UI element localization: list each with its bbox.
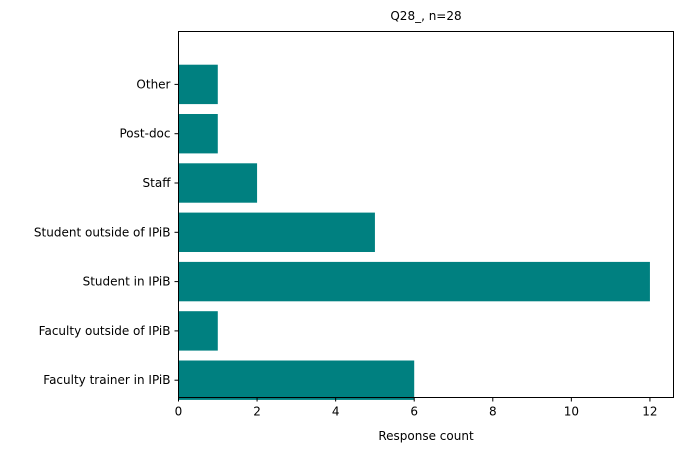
y-tick-label-0: Faculty trainer in IPiB (43, 373, 170, 387)
x-tick-label-3: 6 (410, 405, 418, 419)
bar-4 (178, 163, 258, 203)
bar-0 (178, 360, 415, 400)
x-tick-label-2: 4 (332, 405, 340, 419)
y-tick-label-6: Other (136, 77, 170, 91)
y-axis-ticks: Faculty trainer in IPiB Faculty outside o… (34, 77, 179, 387)
bar-1 (178, 311, 218, 351)
bars-group (178, 64, 650, 400)
x-tick-label-4: 8 (489, 405, 497, 419)
bar-3 (178, 212, 375, 252)
bar-5 (178, 114, 218, 154)
x-tick-label-6: 12 (642, 405, 657, 419)
plot-frame (178, 31, 674, 398)
y-tick-label-2: Student in IPiB (83, 275, 171, 289)
y-tick-label-4: Staff (143, 176, 172, 190)
y-tick-label-1: Faculty outside of IPiB (39, 324, 171, 338)
x-tick-label-1: 2 (253, 405, 261, 419)
x-axis-label: Response count (378, 429, 474, 443)
bar-6 (178, 64, 218, 105)
y-tick-label-5: Post-doc (120, 127, 171, 141)
x-tick-label-0: 0 (175, 405, 183, 419)
chart-title: Q28_, n=28 (390, 9, 461, 23)
y-tick-label-3: Student outside of IPiB (34, 225, 171, 239)
x-tick-label-5: 10 (564, 405, 579, 419)
bar-2 (178, 261, 650, 302)
x-axis-ticks: 0 2 4 6 8 10 12 (175, 397, 658, 419)
